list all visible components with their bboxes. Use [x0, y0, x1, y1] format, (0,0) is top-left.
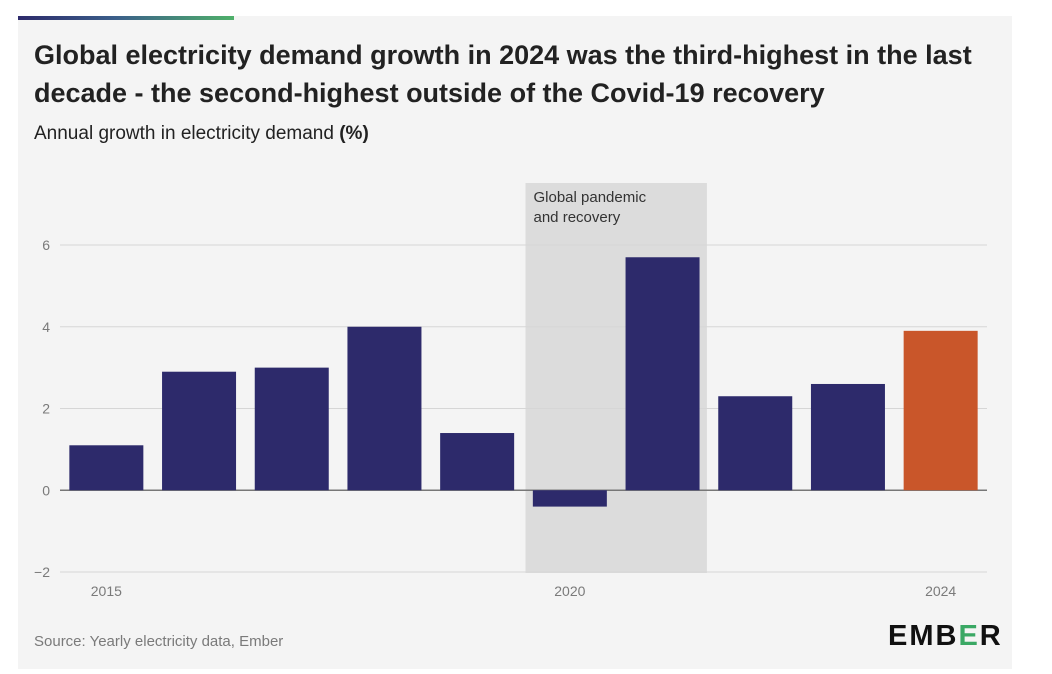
logo-text-start: EMB [888, 620, 959, 652]
bar-2021 [625, 257, 700, 491]
x-tick-label: 2020 [554, 583, 585, 599]
x-tick-label: 2024 [925, 583, 956, 599]
y-tick-label: 0 [42, 482, 50, 498]
bar-2022 [718, 396, 793, 491]
y-tick-label: 4 [42, 319, 50, 335]
y-tick-label: 2 [42, 401, 50, 417]
logo-text-end: R [979, 620, 1003, 652]
chart-subtitle: Annual growth in electricity demand (%) [34, 123, 369, 145]
subtitle-text: Annual growth in electricity demand [34, 123, 334, 144]
bar-2023 [810, 383, 885, 491]
ember-logo: EMBER [888, 620, 1003, 653]
bar-2020 [532, 490, 607, 507]
source-note: Source: Yearly electricity data, Ember [34, 633, 284, 650]
bar-2016 [162, 371, 237, 491]
y-tick-label: −2 [34, 564, 50, 580]
y-tick-label: 6 [42, 237, 50, 253]
logo-accent-letter: E [958, 620, 980, 652]
annotation-label-line: and recovery [534, 209, 621, 226]
bar-2018 [347, 326, 422, 491]
bar-2017 [254, 367, 329, 491]
accent-bar [18, 16, 234, 20]
x-tick-label: 2015 [91, 583, 122, 599]
subtitle-unit: (%) [339, 123, 369, 144]
bar-2024 [903, 330, 978, 491]
chart-card [18, 16, 1012, 669]
chart-title: Global electricity demand growth in 2024… [34, 40, 972, 108]
annotation-label-line: Global pandemic [534, 189, 647, 206]
bar-2015 [69, 445, 144, 491]
bar-2019 [440, 433, 515, 491]
